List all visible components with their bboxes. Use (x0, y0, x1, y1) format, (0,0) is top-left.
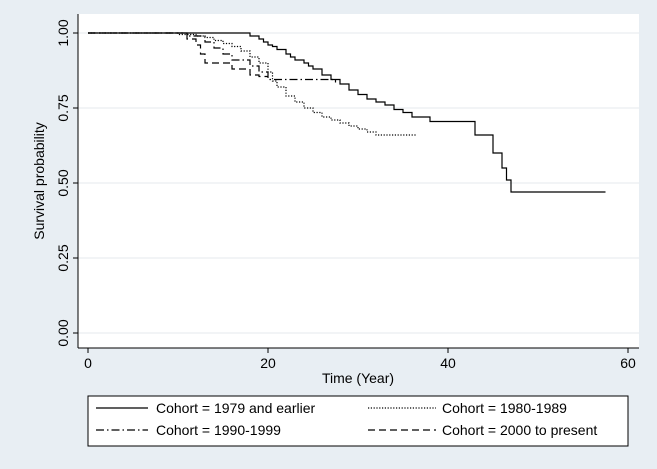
series-line-1 (88, 32, 606, 193)
y-tick-label: 0.50 (55, 169, 71, 196)
x-tick-label: 20 (260, 355, 276, 371)
legend-label-1: Cohort = 1979 and earlier (156, 400, 315, 416)
x-tick-label: 0 (84, 355, 92, 371)
x-tick-label: 40 (440, 355, 456, 371)
y-tick-label: 0.25 (55, 244, 71, 271)
gridlines (78, 32, 639, 334)
legend: Cohort = 1979 and earlier Cohort = 1980-1… (87, 395, 629, 447)
series-lines (88, 32, 606, 193)
y-tick-label: 0.75 (55, 94, 71, 121)
plot-area (78, 14, 639, 348)
series-line-2 (88, 32, 417, 136)
series-line-4 (88, 32, 268, 78)
y-axis-label: Survival probability (31, 122, 47, 240)
y-tick-label: 0.00 (55, 319, 71, 346)
legend-label-3: Cohort = 1990-1999 (156, 422, 281, 438)
legend-label-2: Cohort = 1980-1989 (442, 400, 567, 416)
axes: 0 20 40 60 0.00 0.25 0.50 0.75 1.00 (55, 14, 639, 371)
y-tick-label: 1.00 (55, 19, 71, 46)
legend-label-4: Cohort = 2000 to present (442, 422, 597, 438)
x-tick-label: 60 (620, 355, 636, 371)
legend-box (87, 395, 629, 447)
x-axis-label: Time (Year) (322, 370, 394, 386)
